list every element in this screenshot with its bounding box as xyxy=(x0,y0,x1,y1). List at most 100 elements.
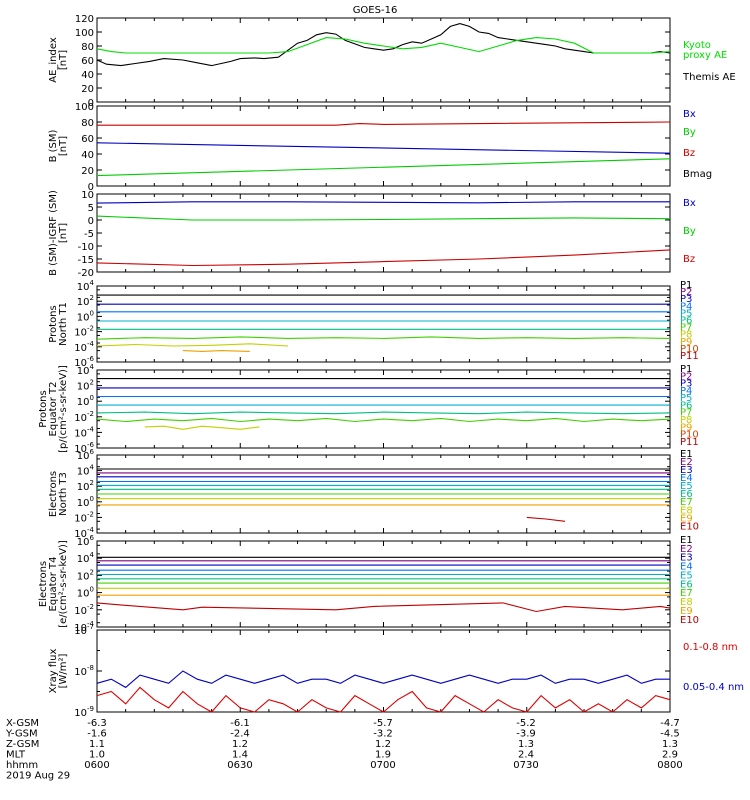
y-tick-label: 106 xyxy=(77,534,95,548)
legend-entry: E4 xyxy=(680,473,693,484)
y-tick-label: 102 xyxy=(77,379,94,393)
panel-frame xyxy=(96,193,671,273)
y-tick-label: 40 xyxy=(81,150,94,161)
series-line xyxy=(96,336,671,340)
footer-value: 1.2 xyxy=(375,739,391,750)
y-tick-label: 5 xyxy=(88,203,94,214)
y-tick-label: 80 xyxy=(81,42,94,53)
legend-entry: P9 xyxy=(680,422,692,433)
y-tick-label: 0 xyxy=(88,98,94,109)
series-line xyxy=(96,142,671,154)
legend-entry: E2 xyxy=(680,457,693,468)
legend-entry: Bx xyxy=(683,109,696,120)
y-tick-label: 120 xyxy=(75,14,94,25)
panel-1: 0 20 40 60 80 100 120 AE_index[nT] Kyoto proxy AE… xyxy=(48,14,736,109)
legend-entry: 0.1-0.8 nm xyxy=(683,642,738,653)
y-tick-label: 10-2 xyxy=(74,410,94,424)
footer-value: 1.1 xyxy=(89,739,105,750)
y-tick-label: 10-2 xyxy=(74,510,94,524)
series-line xyxy=(144,425,260,430)
legend-entry: P3 xyxy=(680,379,692,390)
panel-frame xyxy=(96,540,671,628)
y-axis-label: ElectronsEquator T4[e/(cm²-s-sr-keV)] xyxy=(38,540,69,628)
panel-frame xyxy=(96,369,671,449)
y-tick-label: 60 xyxy=(81,134,94,145)
legend-entry: E8 xyxy=(680,597,693,608)
y-tick-label: 10-4 xyxy=(74,526,94,540)
legend-entry: P1 xyxy=(680,280,692,291)
y-axis-label: Xray flux[W/m²] xyxy=(48,649,69,694)
legend-entry: Bmag xyxy=(683,169,712,180)
legend-entry: Kyoto proxy AE xyxy=(683,40,727,61)
y-tick-label: 100 xyxy=(77,495,94,509)
footer-row-label: MLT xyxy=(6,750,26,761)
footer-row-label: X-GSM xyxy=(6,718,39,729)
legend-entry: E3 xyxy=(680,465,693,476)
panel-3: -20 -15 -10 -5 0 5 10 B (SM)-IGRF (SM)[nT] Bx By B… xyxy=(48,190,696,279)
series-line xyxy=(96,670,670,689)
legend-entry: P5 xyxy=(680,308,692,319)
legend-entry: Bz xyxy=(683,148,695,159)
footer-value: 1.3 xyxy=(662,739,678,750)
panel-8: 10-9 10-8 10-7 Xray flux[W/m²] 0.1-0.8 nm 0.0… xyxy=(48,623,744,719)
legend-entry: E1 xyxy=(680,449,693,460)
legend-entry: P7 xyxy=(680,408,692,419)
y-tick-label: 102 xyxy=(77,568,94,582)
y-tick-label: 100 xyxy=(75,102,94,113)
legend-entry: Bz xyxy=(683,254,695,265)
footer-value: -3.2 xyxy=(373,729,393,740)
legend-entry: P8 xyxy=(680,415,692,426)
y-tick-label: 104 xyxy=(77,363,95,377)
footer-row-label: Y-GSM xyxy=(5,729,38,740)
legend-entry: Bx xyxy=(683,198,696,209)
legend-entry: By xyxy=(683,127,696,138)
y-tick-label: 106 xyxy=(77,448,95,462)
footer-value: 0600 xyxy=(84,760,109,771)
y-tick-label: 10-7 xyxy=(74,623,94,637)
y-tick-label: 102 xyxy=(77,294,94,308)
legend-entry: P1 xyxy=(680,364,692,375)
legend-entry: E10 xyxy=(680,615,699,626)
y-tick-label: -5 xyxy=(84,229,94,240)
footer-value: -3.9 xyxy=(516,729,536,740)
footer-value: 2.4 xyxy=(518,750,534,761)
series-line xyxy=(96,602,671,613)
legend-entry: By xyxy=(683,226,696,237)
panel-frame xyxy=(96,105,671,187)
series-line xyxy=(96,215,671,221)
footer-value: -6.1 xyxy=(230,718,250,729)
y-tick-label: 100 xyxy=(77,309,94,323)
legend-entry: P9 xyxy=(680,337,692,348)
footer-value: 0800 xyxy=(657,760,682,771)
series-line xyxy=(96,343,289,347)
footer-value: -6.3 xyxy=(87,718,107,729)
legend-entry: E6 xyxy=(680,489,693,500)
series-line xyxy=(96,686,671,713)
legend-entry: E3 xyxy=(680,553,693,564)
y-tick-label: 10-8 xyxy=(74,664,94,678)
footer-value: 1.4 xyxy=(232,750,248,761)
panel-7: 10-4 10-2 100 102 104 106 ElectronsEquator T4[… xyxy=(38,534,699,634)
y-tick-label: 60 xyxy=(81,56,94,67)
footer-value: -5.2 xyxy=(516,718,536,729)
legend-entry: P5 xyxy=(680,393,692,404)
legend-entry: P4 xyxy=(680,301,692,312)
y-tick-label: 104 xyxy=(77,464,95,478)
footer-value: 2.9 xyxy=(662,750,678,761)
y-tick-label: 10-4 xyxy=(74,425,94,439)
y-tick-label: 104 xyxy=(77,279,95,293)
footer-value: 0630 xyxy=(227,760,252,771)
legend-entry: P6 xyxy=(680,400,692,411)
series-line xyxy=(96,158,671,177)
y-tick-label: 10-4 xyxy=(74,620,94,634)
series-line xyxy=(96,411,671,415)
legend-entry: E7 xyxy=(680,497,693,508)
y-axis-label: AE_index[nT] xyxy=(48,37,69,83)
y-tick-label: 10 xyxy=(81,190,94,201)
y-axis-label: B (SM)-IGRF (SM)[nT] xyxy=(48,190,69,276)
legend-entry: P2 xyxy=(680,287,692,298)
